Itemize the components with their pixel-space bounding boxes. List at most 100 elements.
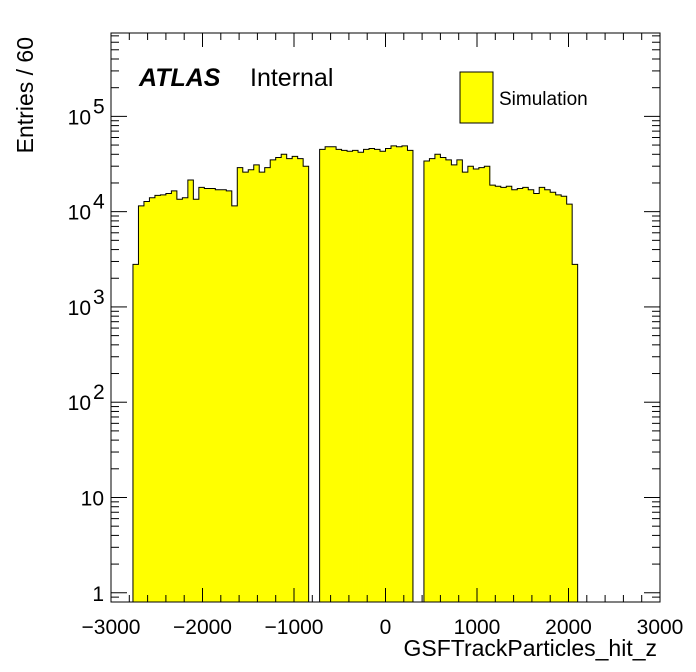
histogram-bar — [292, 156, 299, 602]
histogram-bar — [539, 187, 546, 602]
histogram-bar — [132, 264, 139, 602]
histogram-bar — [489, 185, 496, 602]
y-tick-label: 10 — [68, 106, 91, 129]
x-tick-label: 2000 — [545, 616, 592, 639]
histogram-bar — [237, 167, 244, 603]
histogram-bar — [390, 145, 397, 602]
histogram-bar — [423, 161, 430, 602]
histogram-bar — [182, 197, 189, 602]
histogram-bar — [303, 166, 310, 602]
histogram-outline — [319, 145, 414, 602]
histogram-bar — [253, 164, 260, 602]
legend-label: Simulation — [499, 89, 588, 110]
histogram-bar — [176, 199, 183, 603]
y-tick-exponent: 4 — [93, 191, 105, 214]
histogram-bar — [473, 169, 480, 602]
histogram-bar — [369, 148, 375, 603]
histogram-bar — [149, 197, 156, 602]
x-tick-label: 1000 — [454, 616, 501, 639]
histogram-bar — [544, 189, 551, 602]
histogram-bar — [484, 166, 491, 602]
histogram-bar — [363, 149, 370, 602]
histogram-bar — [533, 193, 540, 602]
histogram-bar — [198, 187, 205, 602]
histogram-bar — [154, 195, 161, 603]
histogram-bar — [478, 167, 485, 603]
histogram-bar — [440, 157, 447, 603]
histogram-bar — [281, 154, 288, 602]
histogram-bar — [517, 188, 524, 603]
legend-swatch — [459, 71, 494, 124]
histogram-bar — [286, 158, 293, 602]
histogram-bars — [132, 145, 579, 603]
histogram-bar — [561, 196, 568, 602]
histogram-bar — [270, 159, 277, 602]
histogram-bar — [429, 158, 436, 602]
histogram-bar — [231, 205, 238, 602]
x-axis-title: GSFTrackParticles_hit_z — [404, 635, 658, 661]
histogram-bar — [165, 193, 172, 602]
histogram-bar — [215, 189, 222, 602]
histogram-bar — [160, 194, 167, 602]
histogram-bar — [456, 159, 463, 602]
histogram-bar — [396, 146, 403, 602]
histogram-bar — [500, 187, 507, 602]
histogram-bar — [555, 194, 562, 602]
histogram-bar — [467, 166, 474, 602]
y-tick-label: 10 — [81, 487, 104, 510]
histogram-bar — [204, 188, 211, 603]
histogram-bar — [193, 199, 200, 603]
histogram-bar — [209, 188, 216, 603]
internal-label: Internal — [250, 64, 333, 92]
y-tick-label: 10 — [68, 202, 91, 225]
x-tick-label: −3000 — [82, 616, 141, 639]
histogram-bar — [220, 189, 227, 602]
histogram-bar — [352, 150, 359, 603]
histogram-bar — [242, 172, 249, 602]
y-tick-label: 10 — [68, 392, 91, 415]
histogram-bar — [528, 189, 535, 602]
histogram-bar — [143, 201, 150, 602]
x-tick-label: 3000 — [637, 616, 684, 639]
y-tick-label: 10 — [68, 297, 91, 320]
x-tick-label: 0 — [380, 616, 392, 639]
histogram-bar — [171, 190, 178, 603]
histogram-bar — [226, 190, 233, 603]
y-tick-exponent: 3 — [93, 286, 105, 309]
y-tick-exponent: 2 — [93, 381, 105, 404]
histogram-bar — [374, 149, 381, 602]
histogram-bar — [385, 148, 392, 603]
histogram-bar — [451, 164, 458, 602]
histogram-bar — [330, 146, 337, 602]
atlas-label: ATLAS — [138, 64, 221, 92]
histogram-bar — [572, 264, 579, 602]
histogram-bar — [325, 146, 331, 602]
x-tick-label: −2000 — [173, 616, 232, 639]
histogram-bar — [506, 186, 513, 602]
x-tick-labels: −3000 −2000 −1000 0 1000 2000 3000 — [82, 616, 684, 639]
y-axis-title: Entries / 60 — [12, 37, 38, 153]
histogram-bar — [264, 167, 271, 603]
histogram-bar — [407, 150, 414, 603]
histogram-bar — [550, 192, 557, 602]
histogram-bar — [445, 159, 452, 602]
histogram-bar — [566, 204, 573, 602]
histogram-bar — [259, 172, 266, 602]
histogram-bar — [275, 157, 282, 603]
histogram-outline — [423, 153, 579, 602]
histogram-bar — [138, 205, 145, 602]
histogram-bar — [522, 187, 529, 602]
histogram-bar — [462, 172, 469, 602]
y-tick-exponent: 5 — [93, 95, 105, 118]
histogram-outline — [132, 153, 310, 602]
y-tick-label: 1 — [92, 583, 104, 606]
histogram-bar — [511, 189, 518, 602]
histogram-bar — [336, 149, 342, 602]
histogram-bar — [380, 151, 386, 602]
histogram-bar — [341, 150, 348, 603]
histogram-bar — [297, 158, 304, 602]
histogram-bar — [319, 149, 326, 602]
x-tick-label: −1000 — [265, 616, 324, 639]
